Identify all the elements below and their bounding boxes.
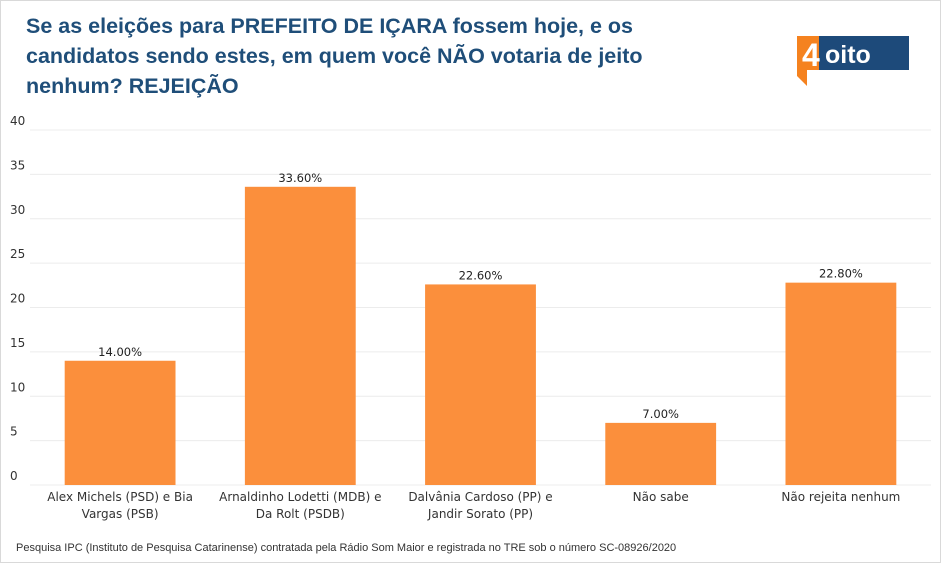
category-label: Arnaldinho Lodetti (MDB) e	[219, 490, 381, 504]
bar	[425, 284, 536, 485]
y-tick-label: 10	[10, 380, 25, 394]
bars	[64, 186, 897, 486]
bar-chart: 0 5 10 15 20 25 30 35 40 14.00% 33.60% 22.60% 7.00%…	[10, 114, 931, 521]
bar	[64, 360, 176, 485]
y-axis-ticks: 0 5 10 15 20 25 30 35 40	[10, 114, 25, 483]
logo-orange-mark	[797, 36, 819, 86]
bar	[785, 282, 897, 485]
bar	[244, 186, 356, 486]
y-tick-label: 35	[10, 158, 25, 172]
category-label: Não rejeita nenhum	[781, 490, 900, 504]
logo-digit: 4	[802, 37, 820, 73]
data-labels: 14.00% 33.60% 22.60% 7.00% 22.80%	[98, 171, 863, 421]
y-tick-label: 30	[10, 203, 25, 217]
source-note: Pesquisa IPC (Instituto de Pesquisa Cata…	[16, 542, 677, 554]
data-label: 7.00%	[642, 407, 679, 421]
category-label: Jandir Sorato (PP)	[427, 507, 533, 521]
chart-title: Se as eleições para PREFEITO DE IÇARA fo…	[26, 14, 643, 98]
y-tick-label: 20	[10, 292, 25, 306]
y-tick-label: 0	[10, 469, 18, 483]
category-label: Vargas (PSB)	[82, 507, 159, 521]
y-tick-label: 25	[10, 247, 25, 261]
category-label: Dalvânia Cardoso (PP) e	[408, 490, 552, 504]
y-tick-label: 5	[10, 425, 18, 439]
logo-text: oito	[825, 41, 871, 69]
category-label: Da Rolt (PSDB)	[256, 507, 345, 521]
4oito-logo: 4 oito	[797, 36, 909, 86]
data-label: 33.60%	[278, 171, 322, 185]
logo-background	[811, 36, 909, 70]
category-label: Alex Michels (PSD) e Bia	[47, 490, 193, 504]
y-tick-label: 40	[10, 114, 25, 128]
data-label: 22.60%	[459, 268, 503, 282]
bar	[605, 422, 717, 485]
y-tick-label: 15	[10, 336, 25, 350]
data-label: 14.00%	[98, 345, 142, 359]
category-label: Não sabe	[633, 490, 689, 504]
category-labels: Alex Michels (PSD) e Bia Vargas (PSB) Arna…	[47, 490, 900, 521]
data-label: 22.80%	[819, 267, 863, 281]
